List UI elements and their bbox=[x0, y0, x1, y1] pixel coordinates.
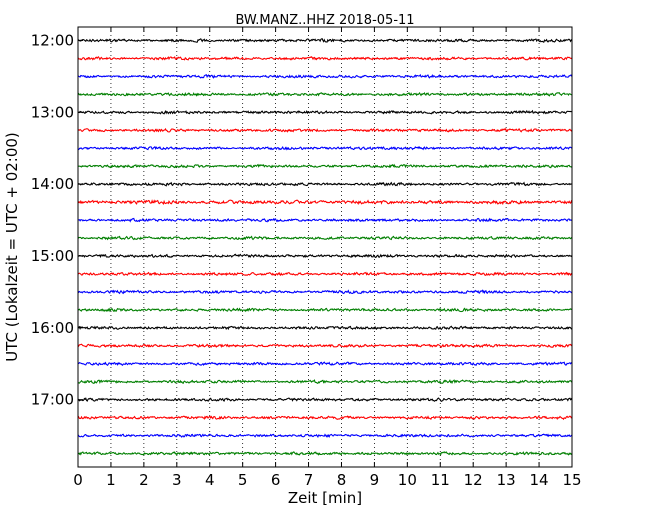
trace-1545 bbox=[77, 307, 573, 313]
trace-1645 bbox=[77, 379, 573, 385]
trace-1345 bbox=[77, 163, 573, 169]
x-tick-label: 15 bbox=[562, 471, 581, 489]
y-tick-label: 16:00 bbox=[31, 319, 74, 337]
x-tick-label: 12 bbox=[464, 471, 483, 489]
x-tick-label: 13 bbox=[497, 471, 516, 489]
x-tick-label: 8 bbox=[337, 471, 347, 489]
x-axis-label: Zeit [min] bbox=[288, 489, 362, 507]
trace-1200 bbox=[77, 38, 573, 43]
trace-1230 bbox=[77, 73, 573, 79]
y-tick-label: 12:00 bbox=[31, 31, 74, 49]
grid-lines bbox=[110, 27, 540, 467]
x-tick-label: 5 bbox=[238, 471, 248, 489]
x-tick-label: 7 bbox=[304, 471, 314, 489]
trace-1700 bbox=[77, 397, 573, 402]
y-tick-label: 14:00 bbox=[31, 175, 74, 193]
x-tick-label: 14 bbox=[530, 471, 549, 489]
plot-frame bbox=[77, 26, 573, 468]
y-tick-label: 13:00 bbox=[31, 103, 74, 121]
x-tick-label: 2 bbox=[139, 471, 149, 489]
trace-1215 bbox=[77, 56, 573, 61]
x-tick-label: 11 bbox=[431, 471, 450, 489]
trace-1730 bbox=[77, 433, 573, 439]
x-tick-label: 1 bbox=[106, 471, 116, 489]
x-tick-label: 9 bbox=[370, 471, 380, 489]
x-tick-label: 10 bbox=[398, 471, 417, 489]
y-tick-label: 17:00 bbox=[31, 391, 74, 409]
trace-1615 bbox=[77, 343, 573, 348]
trace-1530 bbox=[77, 289, 573, 295]
trace-1445 bbox=[77, 235, 573, 241]
trace-1330 bbox=[77, 145, 573, 151]
trace-1300 bbox=[77, 109, 573, 115]
chart-title: BW.MANZ..HHZ 2018-05-11 bbox=[235, 13, 414, 28]
x-tick-label: 4 bbox=[205, 471, 215, 489]
y-axis-label: UTC (Lokalzeit = UTC + 02:00) bbox=[3, 132, 21, 362]
trace-1415 bbox=[77, 199, 573, 206]
trace-1745 bbox=[77, 451, 573, 456]
x-tick-label: 3 bbox=[172, 471, 182, 489]
trace-1315 bbox=[77, 127, 573, 133]
trace-1400 bbox=[77, 181, 573, 187]
trace-1430 bbox=[77, 217, 573, 223]
trace-1630 bbox=[77, 361, 573, 367]
trace-1515 bbox=[77, 271, 573, 277]
y-tick-label: 15:00 bbox=[31, 247, 74, 265]
x-tick-label: 0 bbox=[73, 471, 83, 489]
trace-1600 bbox=[77, 325, 573, 331]
seismogram-traces bbox=[77, 38, 573, 456]
trace-1245 bbox=[77, 91, 572, 97]
trace-1715 bbox=[77, 415, 573, 421]
axis-ticks: 0 1 2 3 4 5 6 7 8 9 10 11 12 13 14 1512:0013:0014:0015:… bbox=[31, 27, 582, 489]
x-tick-label: 6 bbox=[271, 471, 281, 489]
trace-1500 bbox=[77, 253, 573, 259]
